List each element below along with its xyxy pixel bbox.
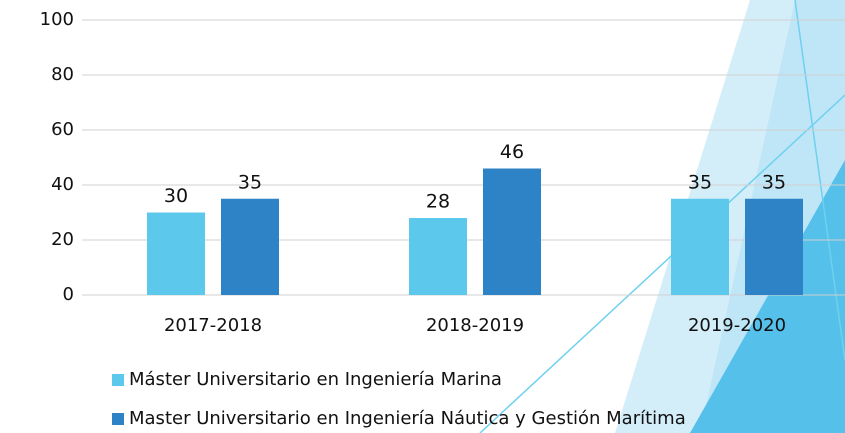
bar (745, 199, 803, 295)
value-label: 30 (164, 185, 188, 207)
legend-swatch (112, 374, 124, 386)
bar (147, 213, 205, 296)
chart: 0 20 40 60 80 100 2017-2018 30 35 2018-2019 28 46 20… (0, 0, 845, 433)
y-tick-label: 40 (51, 174, 74, 195)
legend-label: Máster Universitario en Ingeniería Marin… (129, 369, 502, 390)
y-tick-label: 100 (40, 9, 74, 30)
x-tick-label: 2017-2018 (164, 315, 262, 336)
value-label: 46 (500, 141, 524, 163)
y-tick-label: 80 (51, 64, 74, 85)
bar (409, 218, 467, 295)
value-label: 35 (238, 171, 262, 193)
value-label: 35 (688, 171, 712, 193)
value-label: 28 (426, 191, 450, 213)
y-tick-label: 20 (51, 229, 74, 250)
x-tick-label: 2018-2019 (426, 315, 524, 336)
bar (221, 199, 279, 295)
y-tick-label: 60 (51, 119, 74, 140)
x-tick-label: 2019-2020 (688, 315, 786, 336)
bar (483, 169, 541, 296)
bar (671, 199, 729, 295)
legend-swatch (112, 413, 124, 425)
value-label: 35 (762, 171, 786, 193)
legend-label: Master Universitario en Ingeniería Náuti… (129, 408, 686, 429)
page: 0 20 40 60 80 100 2017-2018 30 35 2018-2019 28 46 20… (0, 0, 845, 433)
y-tick-label: 0 (63, 284, 74, 305)
